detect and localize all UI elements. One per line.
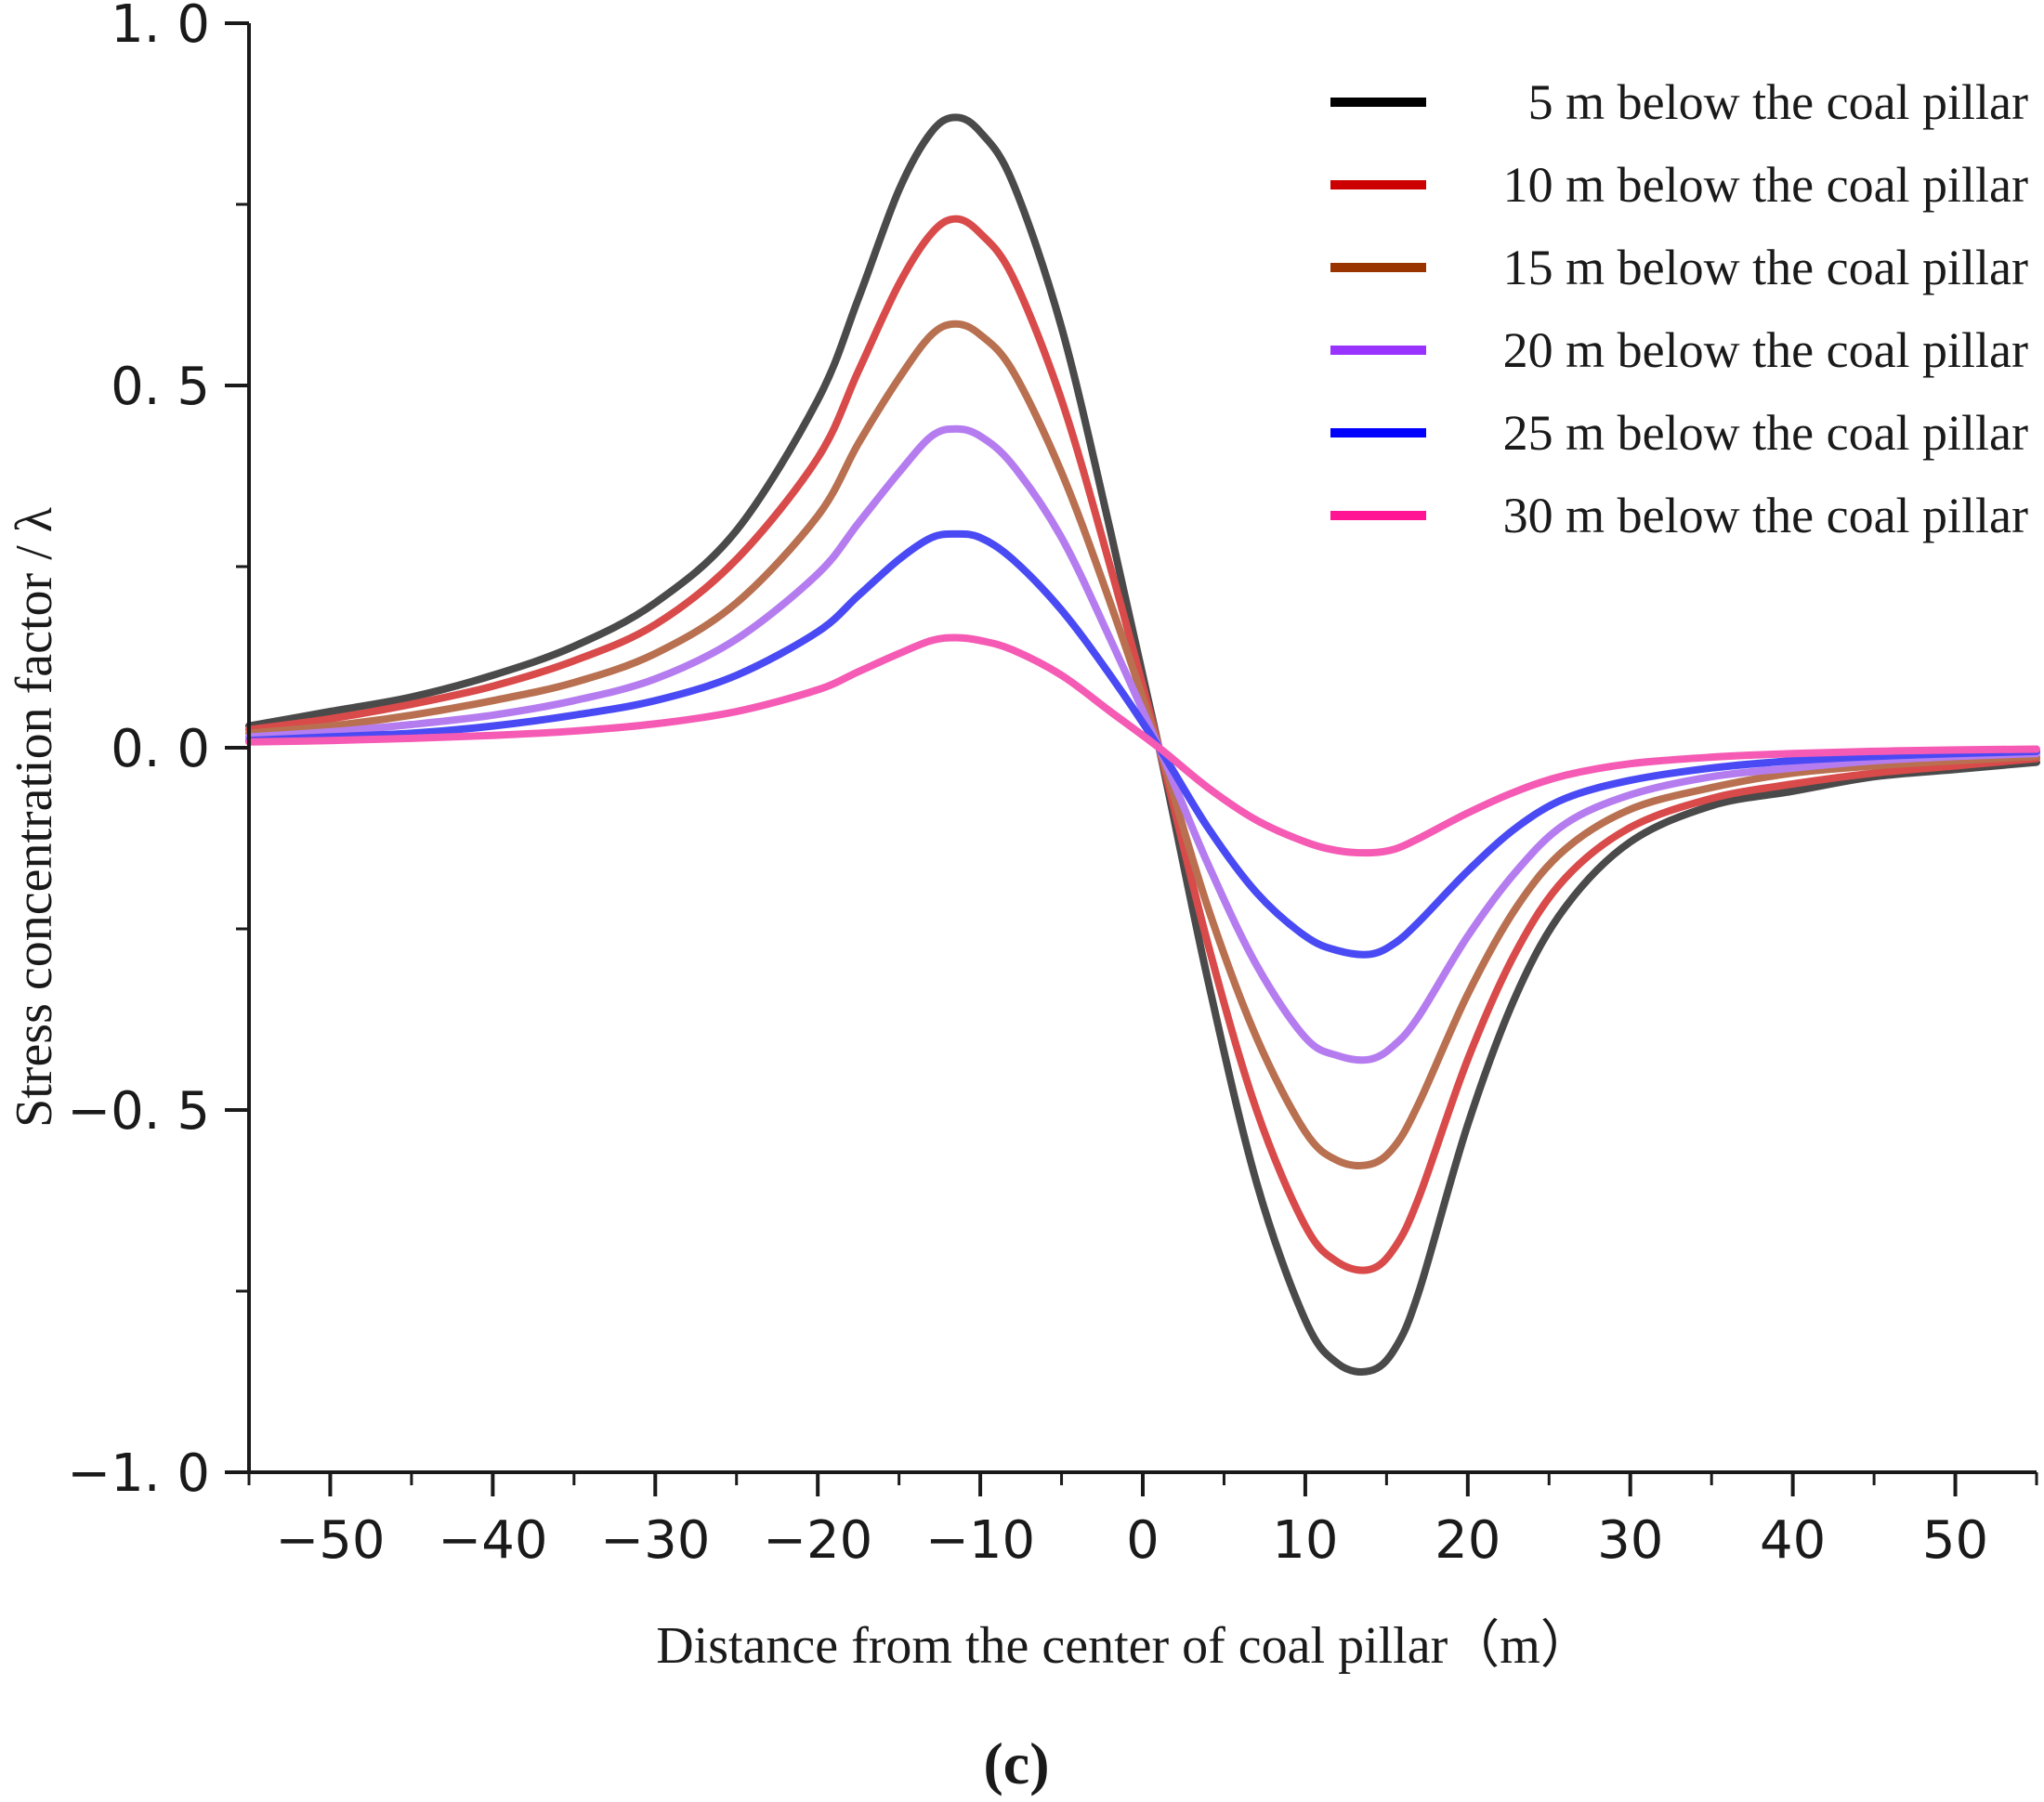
x-tick-label: −50 (275, 1510, 385, 1571)
y-tick-label: −1. 0 (67, 1443, 210, 1504)
y-tick-label: 1. 0 (111, 0, 210, 55)
legend-label-4: 20 m below the coal pillar (1503, 322, 2028, 378)
x-tick-label: 40 (1760, 1510, 1826, 1571)
legend-label-3: 15 m below the coal pillar (1503, 240, 2028, 295)
legend-label-5: 25 m below the coal pillar (1503, 405, 2028, 461)
legend-label-6: 30 m below the coal pillar (1503, 488, 2028, 543)
legend-label-2: 10 m below the coal pillar (1503, 157, 2028, 213)
legend-label-1: 5 m below the coal pillar (1528, 74, 2028, 130)
axes-layer: −50 −40 −30 −20 −10 0 10 20 30 40 50 1. 0 0. 5 0. 0 −0… (67, 0, 2038, 1571)
x-tick-label: −30 (600, 1510, 710, 1571)
series-layer (245, 113, 2040, 1376)
legend: 5 m below the coal pillar 10 m below the … (1330, 74, 2028, 543)
x-tick-label: −40 (438, 1510, 547, 1571)
x-tick-label: 30 (1597, 1510, 1663, 1571)
x-tick-label: 50 (1922, 1510, 1988, 1571)
series-line-1 (245, 113, 2040, 1376)
x-tick-label: −20 (763, 1510, 872, 1571)
x-tick-label: 20 (1435, 1510, 1500, 1571)
figure-caption: (c) (983, 1730, 1049, 1796)
x-tick-label: 0 (1126, 1510, 1160, 1571)
x-tick-label: −10 (925, 1510, 1035, 1571)
x-axis-title: Distance from the center of coal pillar（… (656, 1617, 1592, 1675)
series-line-6 (245, 633, 2040, 857)
y-tick-label: 0. 5 (111, 357, 210, 417)
y-tick-label: −0. 5 (67, 1081, 210, 1142)
y-tick-label: 0. 0 (111, 719, 210, 779)
x-tick-label: 10 (1272, 1510, 1338, 1571)
y-axis-title: Stress concentration factor / λ (6, 507, 63, 1128)
series-line-5 (245, 529, 2040, 959)
